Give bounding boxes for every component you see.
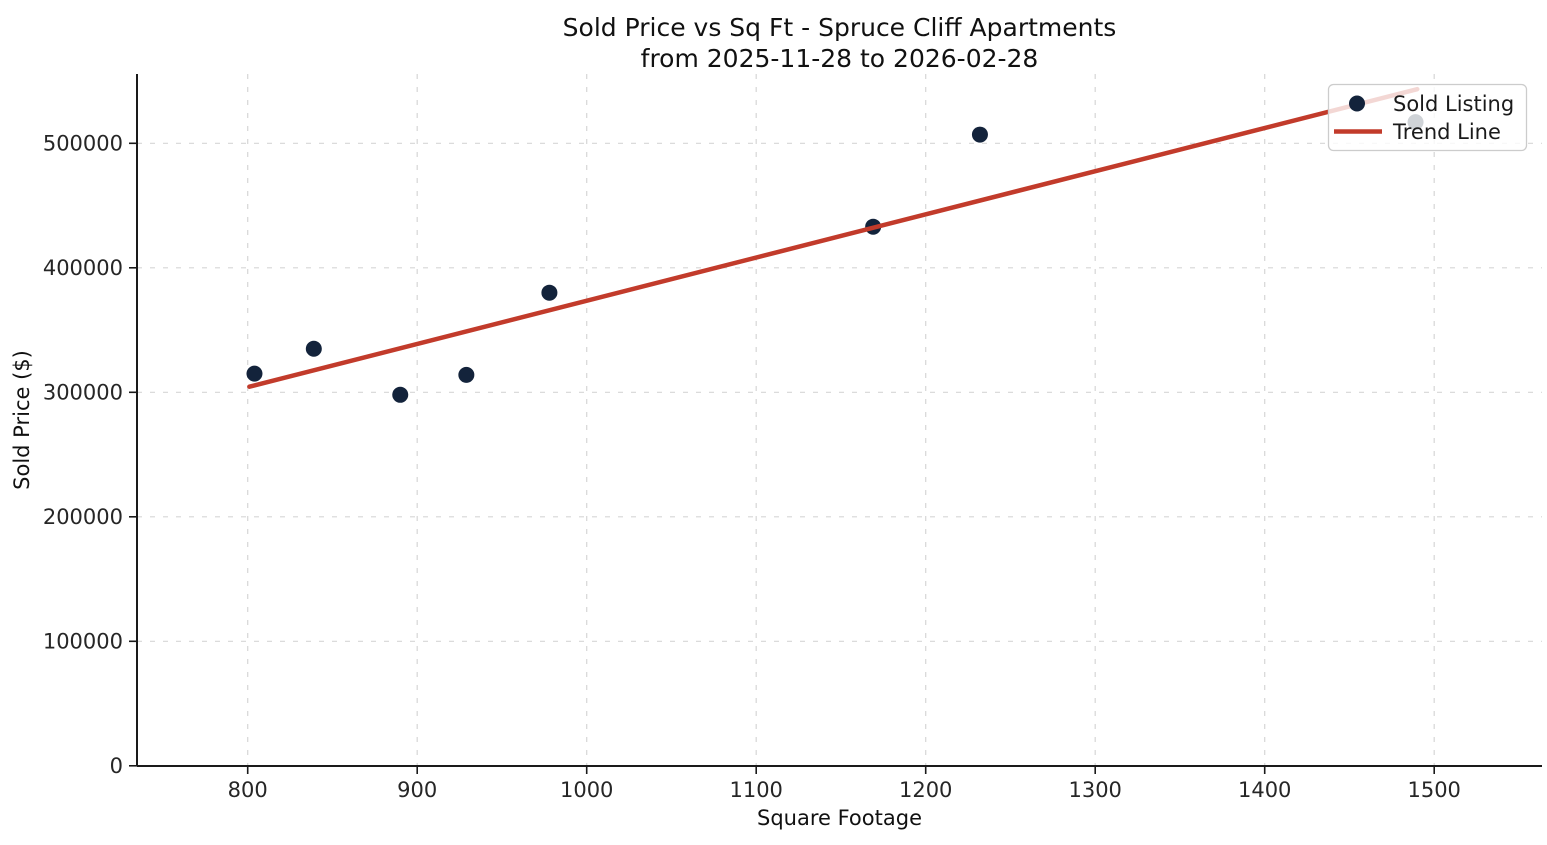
x-tick-label: 1000 <box>560 778 613 802</box>
chart-title-line1: Sold Price vs Sq Ft - Spruce Cliff Apart… <box>562 13 1117 42</box>
data-point <box>246 365 263 382</box>
x-axis-label: Square Footage <box>757 806 922 830</box>
x-tick-label: 1200 <box>899 778 952 802</box>
x-tick-label: 1300 <box>1068 778 1121 802</box>
data-point <box>541 284 558 301</box>
data-point <box>392 386 409 403</box>
x-tick-label: 1500 <box>1407 778 1460 802</box>
legend-dot-marker <box>1349 95 1365 112</box>
y-axis-label: Sold Price ($) <box>10 350 34 490</box>
data-point <box>971 126 988 143</box>
data-point <box>458 366 475 383</box>
chart-title: Sold Price vs Sq Ft - Spruce Cliff Apart… <box>137 12 1542 74</box>
x-tick-label: 1100 <box>729 778 782 802</box>
y-tick-label: 0 <box>110 754 123 778</box>
data-point <box>305 340 322 357</box>
y-tick-label: 400000 <box>43 256 123 280</box>
legend-label-sold-listing: Sold Listing <box>1393 92 1514 116</box>
y-tick-label: 200000 <box>43 505 123 529</box>
y-tick-label: 100000 <box>43 629 123 653</box>
legend-box <box>1327 83 1528 152</box>
y-tick-label: 500000 <box>43 131 123 155</box>
x-tick-label: 900 <box>397 778 437 802</box>
y-tick-label: 300000 <box>43 380 123 404</box>
x-tick-label: 800 <box>228 778 268 802</box>
trend-line <box>247 86 1420 389</box>
legend-label-trend-line: Trend Line <box>1392 120 1501 144</box>
x-tick-label: 1400 <box>1238 778 1291 802</box>
chart-title-line2: from 2025-11-28 to 2026-02-28 <box>640 44 1039 73</box>
